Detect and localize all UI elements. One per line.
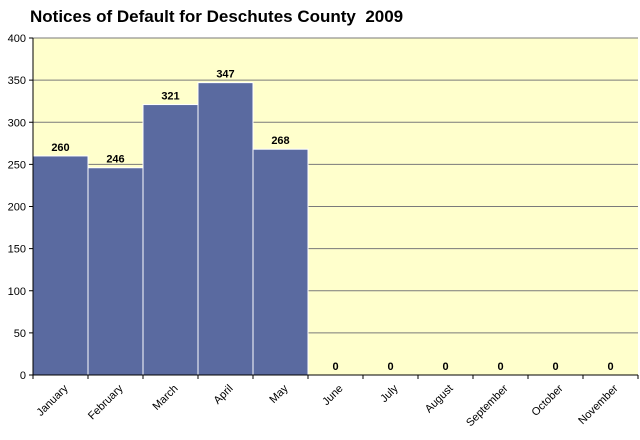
y-tick-label: 200 — [8, 202, 26, 214]
bar — [252, 148, 309, 376]
data-label: 246 — [106, 154, 124, 166]
x-tick-label: July — [378, 382, 401, 405]
y-tick-label: 150 — [8, 244, 26, 256]
y-tick-label: 100 — [8, 286, 26, 298]
data-label: 268 — [271, 135, 289, 147]
x-tick-label: March — [151, 383, 181, 413]
y-tick-label: 400 — [8, 33, 26, 45]
data-label: 0 — [442, 361, 448, 373]
data-label: 0 — [497, 361, 503, 373]
data-label: 0 — [552, 361, 558, 373]
x-tick-label: November — [576, 382, 621, 427]
x-tick-label: February — [86, 382, 126, 422]
chart-title: Notices of Default for Deschutes County … — [30, 7, 404, 26]
bar — [32, 155, 89, 376]
bar — [142, 104, 199, 376]
data-label: 0 — [607, 361, 613, 373]
y-tick-label: 0 — [20, 370, 26, 382]
bar — [87, 167, 144, 376]
x-tick-label: October — [529, 382, 565, 418]
x-tick-label: January — [34, 382, 71, 419]
x-tick-label: April — [212, 383, 236, 407]
data-label: 0 — [387, 361, 393, 373]
y-tick-label: 250 — [8, 159, 26, 171]
data-label: 321 — [161, 91, 179, 103]
y-tick-label: 300 — [8, 117, 26, 129]
data-label: 260 — [51, 142, 69, 154]
x-tick-label: June — [320, 383, 345, 408]
y-tick-label: 50 — [14, 328, 26, 340]
bar — [197, 82, 254, 376]
data-label: 0 — [332, 361, 338, 373]
x-tick-label: May — [267, 382, 291, 406]
data-label: 347 — [216, 69, 234, 81]
y-tick-label: 350 — [8, 75, 26, 87]
x-tick-label: August — [423, 383, 456, 416]
x-tick-label: September — [464, 382, 511, 429]
